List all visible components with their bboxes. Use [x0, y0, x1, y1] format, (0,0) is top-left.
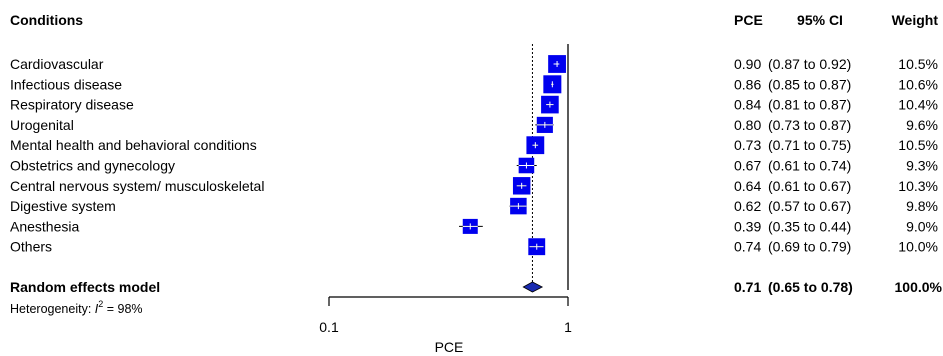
heterogeneity-prefix: Heterogeneity: — [10, 302, 95, 316]
header-ci: 95% CI — [797, 12, 843, 28]
plot-marks — [459, 44, 569, 293]
study-estimate: 0.39 — [734, 218, 761, 234]
heterogeneity-symbol: I — [95, 302, 99, 316]
study-ci: (0.81 to 0.87) — [768, 97, 851, 113]
study-weight: 10.0% — [898, 239, 938, 255]
study-estimate: 0.90 — [734, 56, 761, 72]
study-weight: 10.3% — [898, 178, 938, 194]
summary-label: Random effects model — [10, 279, 160, 295]
study-ci: (0.69 to 0.79) — [768, 239, 851, 255]
study-label: Anesthesia — [10, 218, 79, 234]
study-label: Infectious disease — [10, 76, 122, 92]
header-pce: PCE — [734, 12, 763, 28]
study-weight: 9.0% — [906, 218, 938, 234]
study-estimate: 0.74 — [734, 239, 761, 255]
x-axis-label: PCE — [435, 339, 464, 355]
study-weight: 10.5% — [898, 56, 938, 72]
study-label: Cardiovascular — [10, 56, 104, 72]
header-weight: Weight — [892, 12, 939, 28]
study-label: Mental health and behavioral conditions — [10, 137, 257, 153]
study-weight: 9.8% — [906, 198, 938, 214]
study-label: Urogenital — [10, 117, 74, 133]
study-weight: 9.3% — [906, 158, 938, 174]
header-conditions: Conditions — [10, 12, 83, 28]
study-weight: 10.6% — [898, 76, 938, 92]
study-label: Central nervous system/ musculoskeletal — [10, 178, 264, 194]
study-estimate: 0.67 — [734, 158, 761, 174]
study-weight: 10.4% — [898, 97, 938, 113]
x-tick-label: 1 — [564, 319, 572, 335]
study-estimate: 0.86 — [734, 76, 761, 92]
study-ci: (0.61 to 0.74) — [768, 158, 851, 174]
study-weight: 9.6% — [906, 117, 938, 133]
heterogeneity-superscript: 2 — [98, 299, 103, 309]
heterogeneity-value: = 98% — [103, 302, 142, 316]
study-rows: Cardiovascular 0.90 (0.87 to 0.92) 10.5% Inf… — [10, 56, 938, 255]
study-estimate: 0.80 — [734, 117, 761, 133]
study-estimate: 0.73 — [734, 137, 761, 153]
summary-estimate: 0.71 — [734, 279, 761, 295]
study-label: Obstetrics and gynecology — [10, 158, 175, 174]
study-ci: (0.35 to 0.44) — [768, 218, 851, 234]
study-estimate: 0.84 — [734, 97, 761, 113]
study-ci: (0.85 to 0.87) — [768, 76, 851, 92]
summary-ci: (0.65 to 0.78) — [768, 279, 853, 295]
study-estimate: 0.62 — [734, 198, 761, 214]
study-weight: 10.5% — [898, 137, 938, 153]
x-axis: 0.1 1 — [319, 296, 572, 335]
study-ci: (0.61 to 0.67) — [768, 178, 851, 194]
summary-weight: 100.0% — [895, 279, 943, 295]
study-label: Others — [10, 239, 52, 255]
study-estimate: 0.64 — [734, 178, 761, 194]
summary-diamond — [522, 281, 544, 293]
study-ci: (0.57 to 0.67) — [768, 198, 851, 214]
study-ci: (0.73 to 0.87) — [768, 117, 851, 133]
study-ci: (0.87 to 0.92) — [768, 56, 851, 72]
x-tick-label: 0.1 — [319, 319, 339, 335]
study-label: Digestive system — [10, 198, 116, 214]
study-label: Respiratory disease — [10, 97, 134, 113]
heterogeneity-text: Heterogeneity: I2 = 98% — [10, 299, 143, 316]
study-ci: (0.71 to 0.75) — [768, 137, 851, 153]
